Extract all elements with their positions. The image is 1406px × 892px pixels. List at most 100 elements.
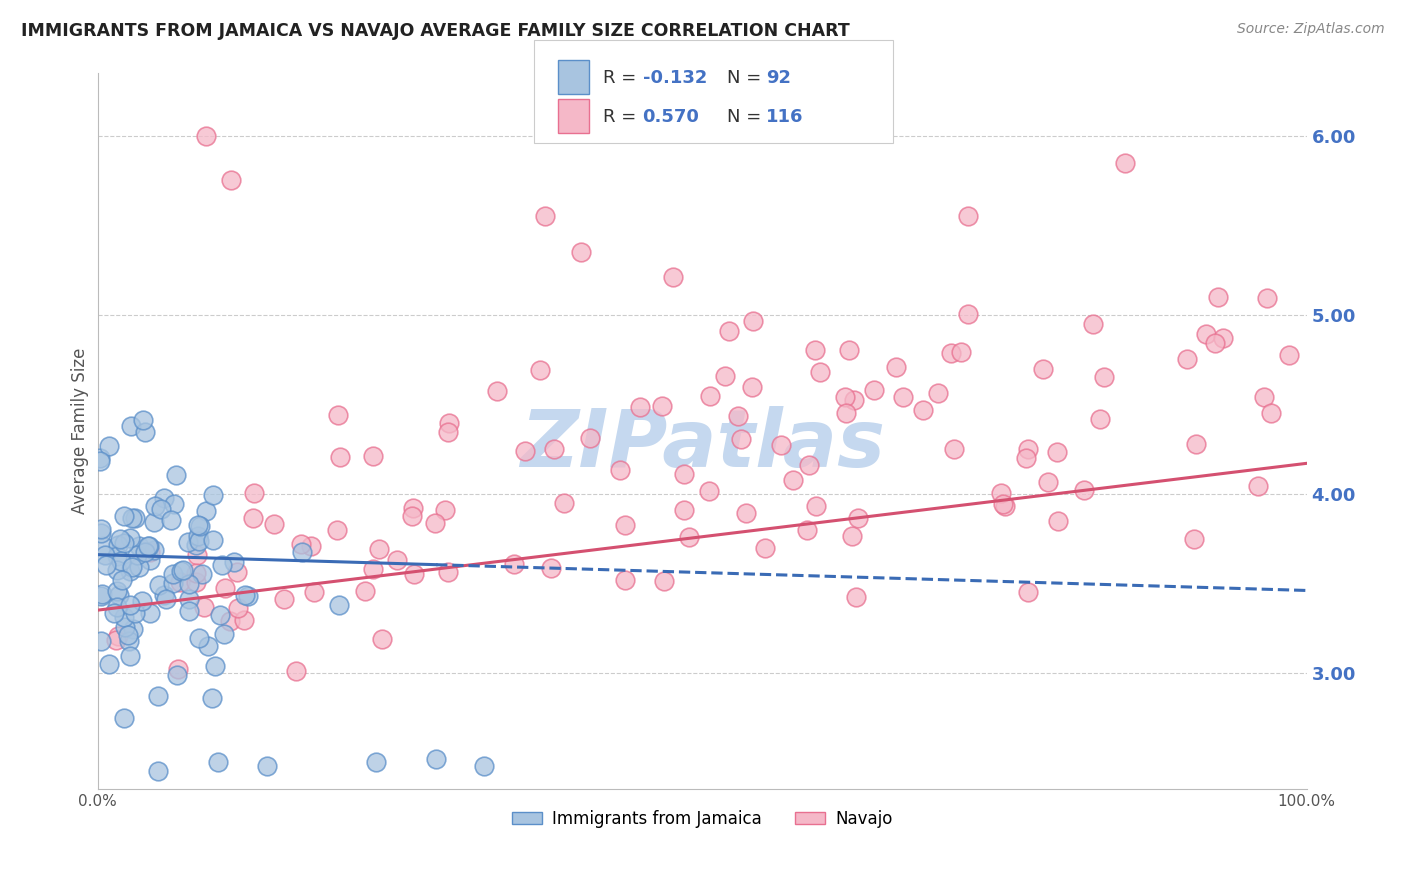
Point: [485, 384, 508, 398]
Point: [714, 369, 737, 384]
Point: [941, 346, 963, 360]
Point: [91, 539, 114, 553]
Point: [138, 539, 160, 553]
Point: [114, 620, 136, 634]
Point: [134, 545, 156, 559]
Text: Source: ZipAtlas.com: Source: ZipAtlas.com: [1237, 22, 1385, 37]
Point: [841, 528, 863, 542]
Point: [735, 506, 758, 520]
Point: [155, 591, 177, 606]
Point: [1260, 406, 1282, 420]
Point: [121, 560, 143, 574]
Point: [124, 606, 146, 620]
Point: [1185, 436, 1208, 450]
Point: [186, 538, 208, 552]
Point: [191, 566, 214, 581]
Point: [950, 344, 973, 359]
Point: [797, 458, 820, 473]
Point: [118, 598, 141, 612]
Point: [804, 500, 827, 514]
Point: [299, 539, 322, 553]
Point: [146, 690, 169, 704]
Point: [236, 589, 259, 603]
Point: [1017, 442, 1039, 456]
Point: [796, 524, 818, 538]
Point: [1092, 369, 1115, 384]
Point: [1032, 361, 1054, 376]
Point: [730, 432, 752, 446]
Point: [162, 567, 184, 582]
Point: [179, 577, 201, 591]
Point: [845, 590, 868, 604]
Point: [699, 484, 721, 499]
Point: [188, 519, 211, 533]
Point: [957, 209, 980, 223]
Point: [727, 409, 749, 424]
Point: [179, 592, 201, 607]
Point: [143, 543, 166, 558]
Point: [273, 592, 295, 607]
Point: [117, 628, 139, 642]
Point: [370, 632, 392, 646]
Point: [329, 450, 352, 464]
Point: [1088, 411, 1111, 425]
Point: [474, 759, 496, 773]
Point: [263, 517, 285, 532]
Point: [163, 497, 186, 511]
Point: [290, 536, 312, 550]
Point: [1073, 483, 1095, 498]
Point: [891, 390, 914, 404]
Point: [94, 558, 117, 573]
Point: [94, 548, 117, 562]
Text: IMMIGRANTS FROM JAMAICA VS NAVAJO AVERAGE FAMILY SIZE CORRELATION CHART: IMMIGRANTS FROM JAMAICA VS NAVAJO AVERAG…: [21, 22, 849, 40]
Point: [143, 515, 166, 529]
Point: [353, 584, 375, 599]
Point: [741, 380, 763, 394]
Point: [148, 578, 170, 592]
Point: [139, 553, 162, 567]
Point: [846, 511, 869, 525]
Point: [105, 549, 128, 563]
Point: [131, 594, 153, 608]
Point: [233, 588, 256, 602]
Text: -0.132: -0.132: [643, 69, 707, 87]
Point: [304, 584, 326, 599]
Point: [842, 393, 865, 408]
Point: [1195, 326, 1218, 341]
Point: [911, 403, 934, 417]
Point: [152, 491, 174, 506]
Point: [243, 486, 266, 500]
Point: [233, 613, 256, 627]
Legend: Immigrants from Jamaica, Navajo: Immigrants from Jamaica, Navajo: [505, 804, 898, 835]
Point: [107, 538, 129, 552]
Point: [569, 245, 592, 260]
Point: [166, 668, 188, 682]
Point: [118, 649, 141, 664]
Point: [328, 598, 350, 612]
Point: [1015, 451, 1038, 466]
Point: [110, 532, 132, 546]
Point: [197, 640, 219, 654]
Point: [187, 517, 209, 532]
Point: [385, 553, 408, 567]
Point: [98, 657, 121, 672]
Point: [699, 389, 721, 403]
Point: [503, 558, 526, 572]
Point: [107, 583, 129, 598]
Point: [184, 574, 207, 589]
Point: [105, 563, 128, 577]
Point: [184, 566, 207, 580]
Point: [110, 553, 132, 567]
Point: [1081, 318, 1104, 332]
Point: [808, 365, 831, 379]
Point: [1247, 478, 1270, 492]
Point: [1204, 335, 1226, 350]
Point: [425, 516, 447, 531]
Point: [364, 756, 387, 770]
Point: [361, 449, 384, 463]
Point: [439, 416, 461, 430]
Point: [326, 409, 349, 423]
Point: [1046, 445, 1069, 459]
Point: [673, 503, 696, 517]
Point: [214, 581, 236, 595]
